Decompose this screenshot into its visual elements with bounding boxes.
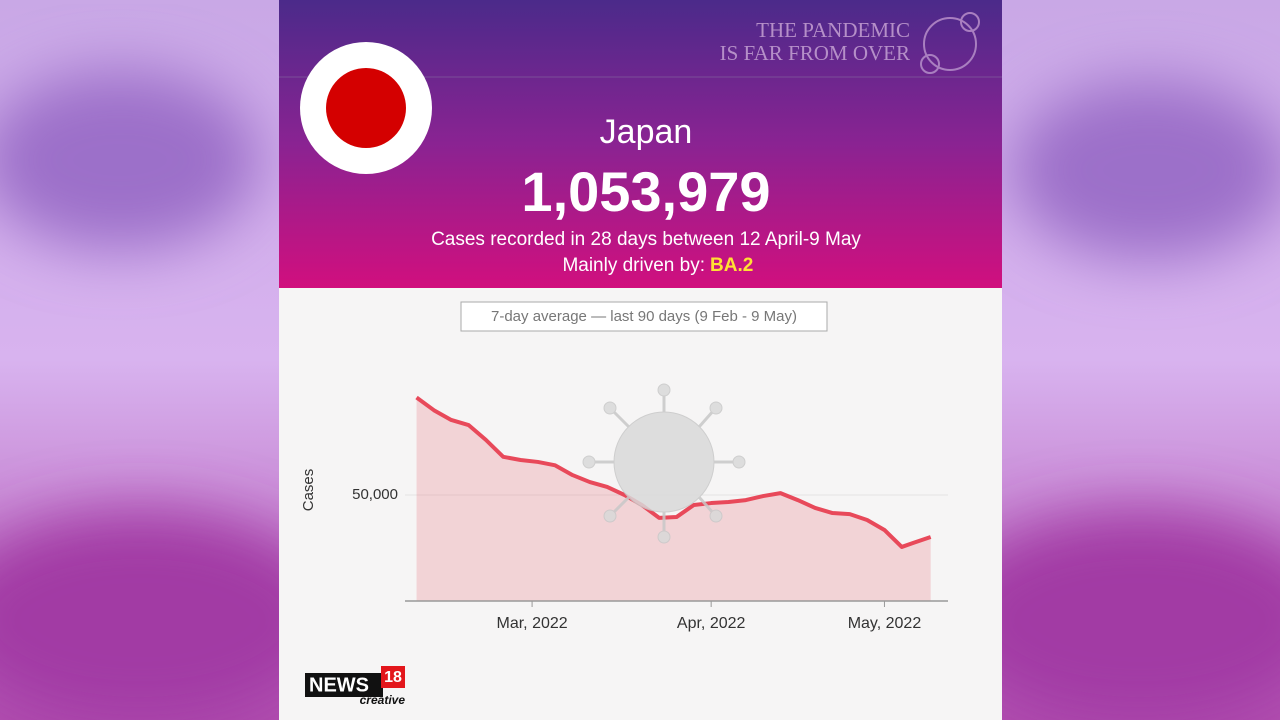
subtitle-box bbox=[460, 301, 828, 332]
y-tick-label: 50,000 bbox=[352, 486, 398, 503]
driver-label: Mainly driven by: bbox=[562, 255, 705, 276]
virus-icon bbox=[920, 12, 980, 74]
x-tick-label: Apr, 2022 bbox=[677, 615, 746, 632]
x-tick-label: Mar, 2022 bbox=[497, 615, 568, 632]
driver: BA.2 bbox=[710, 255, 753, 276]
flag-sun bbox=[326, 68, 406, 148]
x-tick-label: May, 2022 bbox=[848, 615, 922, 632]
background-blur bbox=[0, 70, 1280, 725]
line bbox=[415, 395, 932, 549]
tagline: IS FAR FROM OVER bbox=[720, 41, 910, 65]
chart-subtitle: 7-day average — last 90 days (9 Feb - 9 … bbox=[491, 308, 797, 325]
logo: NEWS 18 creative bbox=[305, 666, 405, 707]
logo-brand: NEWS bbox=[309, 674, 369, 696]
tagline: THE PANDEMIC bbox=[756, 18, 910, 42]
logo-number: 18 bbox=[384, 669, 402, 686]
y-axis-label: Cases bbox=[300, 469, 317, 512]
description: Cases recorded in 28 days between 12 Apr… bbox=[431, 229, 861, 250]
area bbox=[416, 397, 931, 601]
virus-illustration bbox=[582, 383, 746, 544]
country: Japan bbox=[600, 113, 693, 151]
logo-sub: creative bbox=[360, 693, 406, 707]
total-cases: 1,053,979 bbox=[521, 160, 770, 223]
